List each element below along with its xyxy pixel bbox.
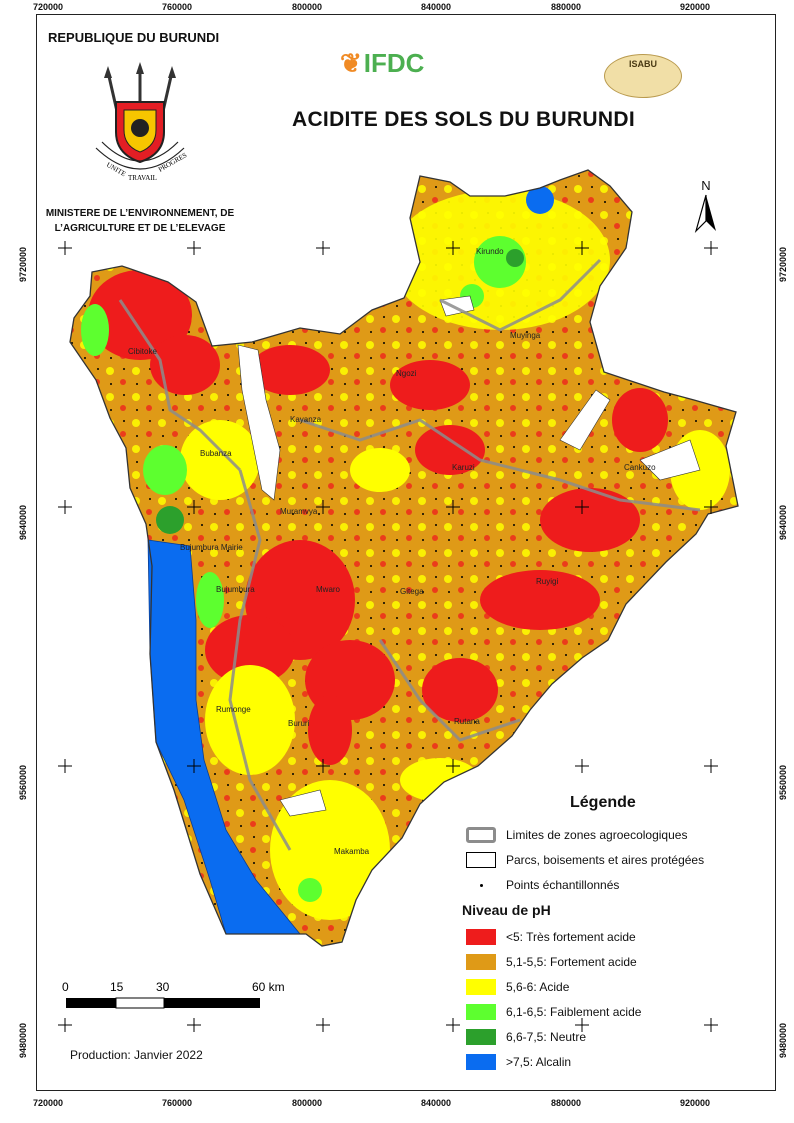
legend-swatch (466, 827, 496, 843)
coat-of-arms-logo: UNITE TRAVAIL PROGRES (95, 62, 188, 182)
coord-bottom-920000: 920000 (680, 1098, 711, 1108)
legend-ph-class: <5: Très fortement acide (466, 926, 636, 948)
ministry-line-2: L’AGRICULTURE ET DE L’ELEVAGE (54, 223, 226, 234)
north-label: N (701, 178, 711, 193)
legend-label: Limites de zones agroecologiques (506, 828, 688, 842)
legend-item-agro-limits: Limites de zones agroecologiques (466, 824, 687, 846)
place-label: Bujumbura Mairie (180, 543, 243, 552)
grid-crosses (58, 241, 718, 1032)
legend-swatch (466, 929, 496, 945)
isabu-logo: ISABU (604, 54, 682, 98)
legend-swatch (466, 877, 496, 893)
legend-label: Points échantillonnés (506, 878, 620, 892)
legend-ph-class: 5,6-6: Acide (466, 976, 569, 998)
place-label: Bururi (288, 719, 310, 728)
country-border (69, 169, 739, 947)
legend-label: 6,6-7,5: Neutre (506, 1030, 587, 1044)
ministry-line-1: MINISTERE DE L’ENVIRONNEMENT, DE (45, 208, 235, 219)
place-label: Muramvya (280, 507, 318, 516)
ministry-name: MINISTERE DE L’ENVIRONNEMENT, DE L’AGRIC… (40, 206, 240, 236)
place-label: Bubanza (200, 449, 232, 458)
coord-bottom-800000: 800000 (292, 1098, 323, 1108)
legend-swatch (466, 954, 496, 970)
ph-legend-title: Niveau de pH (462, 902, 551, 918)
place-label: Muyinga (510, 331, 541, 340)
legend-swatch (466, 979, 496, 995)
coord-top-840000: 840000 (421, 2, 452, 12)
coord-bottom-760000: 760000 (162, 1098, 193, 1108)
ifdc-logo: ❦IFDC (340, 48, 425, 78)
scale-tick-label: 15 (110, 980, 124, 994)
place-label: Mwaro (316, 585, 341, 594)
scale-tick-label: 60 km (252, 980, 285, 994)
legend-swatch (466, 1029, 496, 1045)
north-arrow-icon (694, 194, 716, 234)
scale-tick-label: 30 (156, 980, 170, 994)
place-label: Bujumbura (216, 585, 255, 594)
legend-swatch (466, 1004, 496, 1020)
place-label: Rumonge (216, 705, 251, 714)
legend-label: <5: Très fortement acide (506, 930, 636, 944)
lake-tanganyika (147, 539, 301, 935)
legend-label: 6,1-6,5: Faiblement acide (506, 1005, 642, 1019)
coord-top-880000: 880000 (551, 2, 582, 12)
scale-bar: 0 15 30 60 km (62, 980, 285, 1009)
place-label: Rutana (454, 717, 480, 726)
place-labels: Kirundo Muyinga Cibitoke Ngozi Kayanza B… (128, 247, 656, 856)
leaf-icon: ❦ (340, 48, 362, 78)
legend-ph-class: >7,5: Alcalin (466, 1051, 571, 1073)
place-label: Cankuzo (624, 463, 656, 472)
coord-top-800000: 800000 (292, 2, 323, 12)
place-label: Karuzi (452, 463, 475, 472)
motto-word: TRAVAIL (128, 174, 157, 182)
legend-item-points: Points échantillonnés (466, 874, 619, 896)
dot-icon (479, 883, 483, 887)
legend-swatch (466, 852, 496, 868)
legend-ph-class: 6,1-6,5: Faiblement acide (466, 1001, 641, 1023)
place-label: Kayanza (290, 415, 322, 424)
north-arrow: N (694, 178, 718, 238)
country-title: REPUBLIQUE DU BURUNDI (48, 30, 220, 45)
coord-top-760000: 760000 (162, 2, 193, 12)
coord-top-720000: 720000 (33, 2, 64, 12)
legend-ph-class: 5,1-5,5: Fortement acide (466, 951, 637, 973)
legend-title: Légende (570, 794, 636, 811)
scale-tick-label: 0 (62, 980, 69, 994)
legend-item-parks: Parcs, boisements et aires protégées (466, 849, 704, 871)
place-label: Cibitoke (128, 347, 157, 356)
coord-bottom-840000: 840000 (421, 1098, 452, 1108)
place-label: Makamba (334, 847, 370, 856)
place-label: Gitega (400, 587, 424, 596)
legend-label: >7,5: Alcalin (506, 1055, 572, 1069)
production-date: Production: Janvier 2022 (70, 1048, 203, 1062)
legend-label: 5,1-5,5: Fortement acide (506, 955, 637, 969)
legend-swatch (466, 1054, 496, 1070)
place-label: Ngozi (396, 369, 417, 378)
legend-label: 5,6-6: Acide (506, 980, 570, 994)
map-title: ACIDITE DES SOLS DU BURUNDI (292, 108, 635, 131)
legend-label: Parcs, boisements et aires protégées (506, 853, 705, 867)
place-label: Ruyigi (536, 577, 558, 586)
coord-top-920000: 920000 (680, 2, 711, 12)
legend-ph-class: 6,6-7,5: Neutre (466, 1026, 586, 1048)
place-label: Kirundo (476, 247, 504, 256)
coord-bottom-720000: 720000 (33, 1098, 64, 1108)
agroecological-limits (118, 258, 701, 851)
coord-bottom-880000: 880000 (551, 1098, 582, 1108)
